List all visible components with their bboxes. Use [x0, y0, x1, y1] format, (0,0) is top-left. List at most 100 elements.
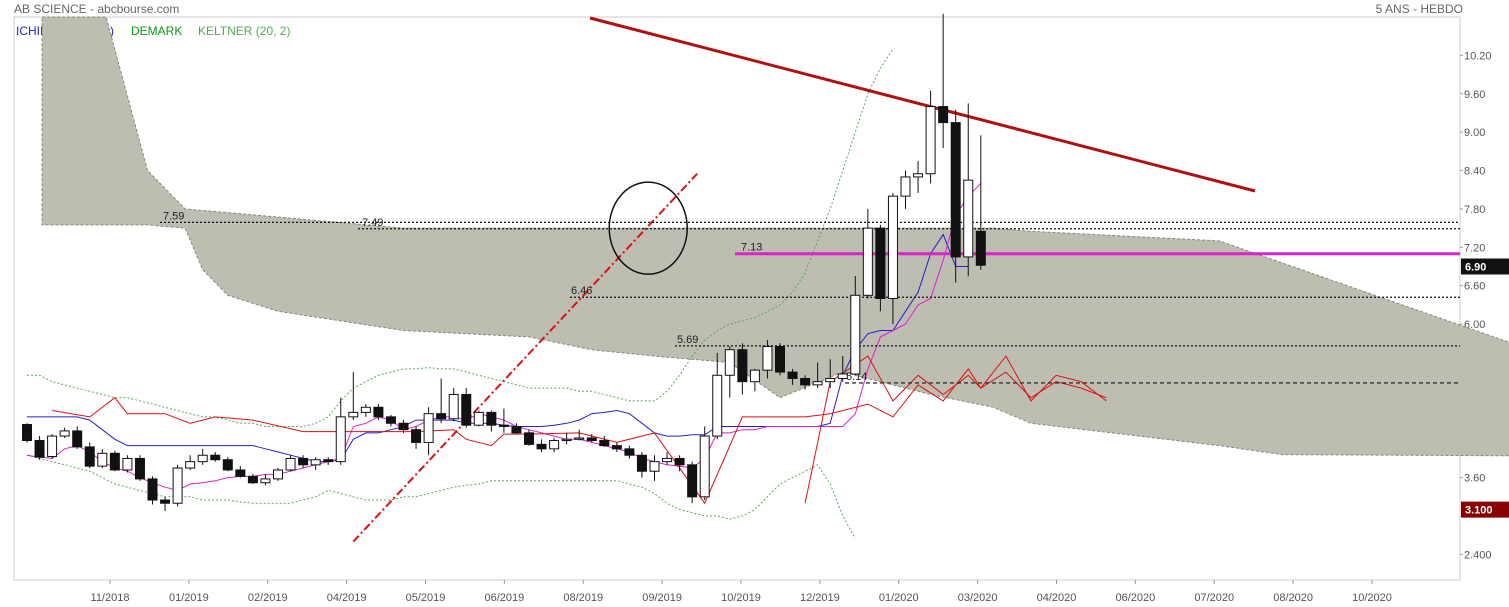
candle-body [699, 435, 710, 498]
candle-body [762, 345, 773, 371]
x-tick-label: 11/2018 [91, 592, 130, 604]
candle-body [360, 406, 371, 413]
candle [649, 455, 660, 481]
candle [975, 135, 986, 270]
x-tick-label: 10/2020 [1352, 592, 1392, 604]
candle [887, 192, 898, 325]
x-tick-label: 05/2019 [406, 592, 446, 604]
x-tick-label: 08/2020 [1273, 592, 1313, 604]
candle-body [561, 438, 572, 442]
x-tick-label: 01/2020 [879, 592, 919, 604]
y-tick-label: 3.60 [1464, 473, 1485, 485]
x-tick-label: 01/2019 [169, 592, 209, 604]
candle-body [235, 469, 246, 477]
candle [762, 340, 773, 379]
candle [963, 103, 974, 277]
candle-body [511, 425, 522, 434]
candle [398, 420, 409, 433]
candle [599, 436, 610, 447]
y-tick-label: 6.60 [1464, 281, 1485, 293]
candle-body [310, 459, 321, 466]
y-tick-label: 2.400 [1464, 549, 1492, 561]
candle-body [247, 475, 258, 484]
candle-body [624, 448, 635, 456]
candle-body [348, 411, 359, 418]
candle-body [687, 464, 698, 498]
candle-body [22, 424, 32, 442]
candle-body [109, 452, 120, 471]
candle [498, 408, 509, 433]
candle [624, 445, 635, 459]
y-tick-label: 7.20 [1464, 242, 1485, 254]
candle-body [473, 411, 484, 426]
candle-body [498, 424, 509, 427]
candle-body [97, 452, 108, 467]
candle-body [122, 457, 133, 471]
candle [561, 432, 572, 445]
candle [448, 388, 459, 422]
candle [436, 378, 447, 424]
candle-body [260, 478, 271, 484]
candle-body [210, 454, 221, 461]
candle-body [975, 230, 986, 266]
candle [950, 109, 961, 283]
candle-body [850, 294, 861, 375]
candle [373, 404, 384, 421]
candle-body [273, 469, 283, 480]
candle-body [724, 349, 735, 376]
candle-body [486, 411, 497, 426]
candle-body [285, 457, 296, 471]
candle [913, 160, 924, 193]
candle-body [574, 437, 585, 440]
candle-body [72, 430, 83, 448]
candle-body [900, 176, 911, 197]
candle [134, 455, 145, 481]
candle [473, 410, 484, 427]
candle-body [411, 429, 422, 443]
y-tick-label: 9.60 [1464, 89, 1485, 101]
candle-body [712, 374, 723, 437]
candle [862, 208, 873, 299]
candle-body [536, 443, 547, 450]
candle [260, 474, 271, 486]
candle-body [649, 461, 660, 472]
candle-body [436, 413, 447, 420]
candle [787, 368, 798, 385]
candle-body [423, 413, 434, 443]
candle [310, 457, 321, 470]
candle [536, 439, 547, 453]
last-price-label: 6.90 [1465, 262, 1486, 274]
candle-body [549, 440, 560, 450]
candle [749, 368, 760, 392]
candle-body [323, 459, 334, 463]
candle [724, 346, 735, 398]
candle [699, 426, 710, 501]
candle [210, 452, 221, 462]
candle [323, 457, 334, 465]
x-tick-label: 06/2020 [1115, 592, 1155, 604]
candle [837, 356, 848, 382]
chart-period[interactable]: 5 ANS - HEBDO [1375, 2, 1463, 16]
plot-frame [13, 16, 1461, 581]
candle-body [674, 457, 685, 466]
candle-body [147, 478, 158, 501]
low-price-label: 3.100 [1465, 505, 1493, 517]
candle [549, 437, 560, 453]
candle [34, 436, 45, 460]
candle-body [185, 461, 196, 469]
x-tick-label: 04/2020 [1037, 592, 1077, 604]
candle [172, 464, 183, 507]
candle-body [938, 106, 949, 124]
candle-body [47, 435, 58, 458]
candle [335, 397, 346, 465]
candle [674, 455, 685, 472]
x-tick-label: 06/2019 [484, 592, 524, 604]
candle [524, 429, 534, 446]
candle-body [586, 437, 597, 442]
candle-body [749, 369, 760, 383]
demark-line [52, 368, 1107, 505]
candle [511, 423, 522, 435]
support-trendline [352, 173, 698, 543]
candle-body [875, 227, 886, 299]
